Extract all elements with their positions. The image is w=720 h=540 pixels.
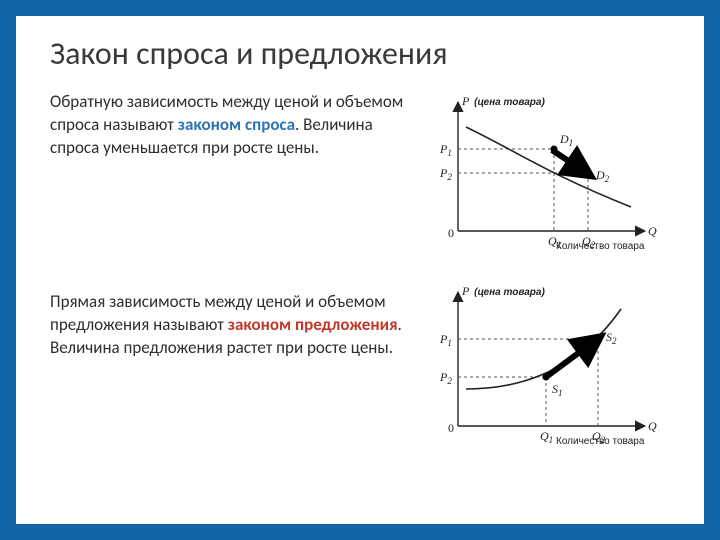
demand-p1-label: P1	[439, 142, 452, 158]
demand-d1-label: D1	[559, 132, 573, 148]
supply-text: Прямая зависимость между ценой и объемом…	[50, 281, 426, 360]
demand-chart: P (цена товара) Q Количество товара 0 P1…	[426, 91, 676, 271]
demand-arrow	[552, 150, 582, 170]
supply-s1-label: S1	[552, 382, 563, 398]
slide-frame: Закон спроса и предложения Обратную зави…	[0, 0, 720, 540]
demand-term: законом спроса	[178, 114, 295, 135]
demand-point-d2	[585, 170, 592, 177]
supply-xlabel: Q	[648, 419, 657, 433]
demand-ylabel: P (цена товара)	[461, 94, 545, 108]
demand-text: Обратную зависимость между ценой и объем…	[50, 91, 426, 160]
supply-term: законом предложения	[228, 314, 398, 335]
page-title: Закон спроса и предложения	[50, 34, 676, 73]
supply-arrow	[546, 343, 592, 377]
supply-ylabel: P (цена товара)	[461, 284, 545, 298]
row-supply: Прямая зависимость между ценой и объемом…	[50, 281, 676, 461]
supply-point-s2	[595, 336, 602, 343]
demand-curve	[466, 127, 631, 207]
demand-p2-label: P2	[439, 166, 452, 182]
row-demand: Обратную зависимость между ценой и объем…	[50, 91, 676, 271]
demand-xsub: Количество товара	[556, 241, 645, 252]
supply-point-s1	[543, 374, 550, 381]
supply-s2-label: S2	[606, 330, 617, 346]
supply-origin: 0	[448, 421, 454, 435]
demand-q1-label: Q1	[548, 234, 561, 250]
demand-xlabel: Q	[648, 224, 657, 238]
supply-q1-label: Q1	[540, 429, 553, 445]
demand-q2-label: Q2	[582, 234, 596, 250]
demand-point-d1	[551, 146, 558, 153]
supply-p1-label: P1	[439, 332, 452, 348]
supply-q2-label: Q2	[592, 429, 606, 445]
demand-origin: 0	[448, 226, 454, 240]
supply-p2-label: P2	[439, 370, 452, 386]
supply-chart: P (цена товара) Q Количество товара 0 P1…	[426, 281, 676, 461]
demand-d2-label: D2	[595, 168, 610, 184]
